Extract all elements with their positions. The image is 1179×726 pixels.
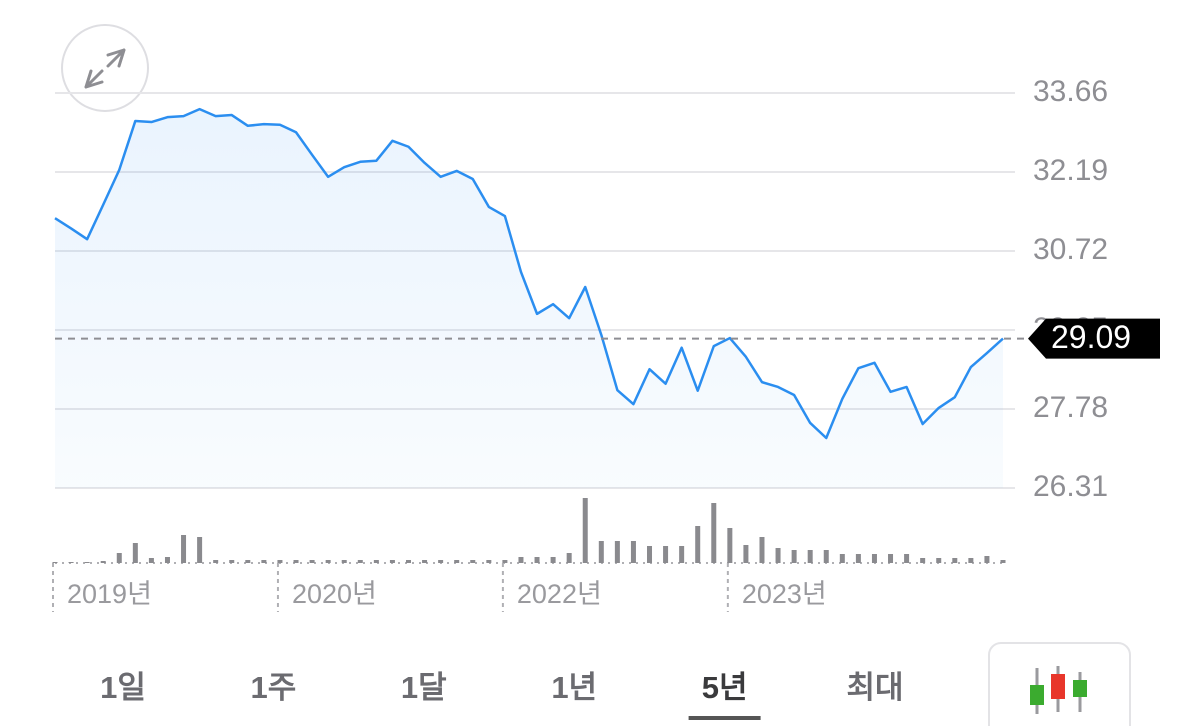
range-button[interactable]: 최대: [846, 670, 903, 705]
volume-bar: [711, 503, 717, 563]
volume-bar: [373, 560, 379, 563]
range-button[interactable]: 5년: [702, 670, 748, 705]
volume-bar: [389, 560, 395, 563]
volume-bar: [1000, 560, 1006, 563]
volume-bar: [598, 541, 604, 563]
y-tick-label: 26.31: [1033, 470, 1108, 503]
expand-button[interactable]: [61, 24, 149, 112]
volume-bar: [871, 554, 877, 563]
volume-bar: [936, 558, 942, 563]
volume-bar: [422, 560, 428, 563]
volume-bar: [904, 554, 910, 563]
current-value-badge: [1028, 318, 1160, 359]
volume-bar: [727, 528, 733, 563]
current-value-label: 29.09: [1051, 319, 1131, 355]
volume-bar: [566, 553, 572, 563]
y-tick-label: 30.72: [1033, 233, 1108, 266]
volume-bar: [518, 557, 524, 563]
volume-bar: [116, 553, 122, 563]
volume-bar: [920, 558, 926, 563]
volume-bar: [213, 560, 219, 563]
volume-bar: [679, 546, 685, 563]
y-tick-label: 33.66: [1033, 75, 1108, 108]
price-line: [54, 107, 1004, 440]
volume-bar: [148, 558, 154, 563]
range-button[interactable]: 1달: [401, 670, 447, 705]
volume-bar: [614, 541, 620, 563]
volume-bar: [229, 560, 235, 563]
range-button[interactable]: 1일: [100, 670, 146, 705]
volume-bar: [197, 537, 203, 563]
volume-bar: [791, 550, 797, 563]
volume-bar: [405, 560, 411, 563]
volume-bar: [888, 554, 894, 563]
volume-bar: [164, 557, 170, 563]
volume-bar: [630, 541, 636, 563]
volume-bar: [68, 562, 74, 563]
range-button[interactable]: 1년: [551, 670, 597, 705]
volume-bar: [695, 526, 701, 563]
volume-bar: [357, 560, 363, 563]
volume-bar: [132, 543, 138, 563]
candle-toggle[interactable]: [988, 642, 1131, 726]
volume-bar: [52, 562, 58, 563]
volume-bar: [823, 550, 829, 563]
x-tick-label: 2023년: [742, 579, 827, 609]
volume-bar: [341, 560, 347, 563]
volume-bar: [486, 560, 492, 563]
volume-bar: [454, 560, 460, 563]
volume-bar: [502, 560, 508, 563]
y-tick-label: 27.78: [1033, 391, 1108, 424]
volume-bar: [759, 537, 765, 563]
plot: 26.3127.7829.2530.7232.1933.6629.092019년…: [52, 75, 1160, 612]
volume-bar: [855, 554, 861, 563]
volume-bar: [952, 558, 958, 563]
volume-bar: [293, 560, 299, 563]
range-button[interactable]: 1주: [251, 670, 297, 705]
x-tick-label: 2020년: [292, 579, 377, 609]
volume-bar: [325, 560, 331, 563]
volume-bar: [181, 535, 187, 563]
volume-bar: [84, 562, 90, 563]
volume-bar: [550, 557, 556, 563]
volume-bar: [582, 498, 588, 563]
volume-bar: [663, 546, 669, 563]
range-buttons: 1일 1주 1달 1년 5년 최대: [100, 670, 904, 720]
volume-bar: [277, 560, 283, 563]
volume-bar: [807, 550, 813, 563]
x-tick-label: 2022년: [517, 579, 602, 609]
volume-bar: [743, 545, 749, 563]
volume-bar: [309, 560, 315, 563]
y-tick-label: 32.19: [1033, 154, 1108, 187]
volume-bar: [839, 554, 845, 563]
volume-bar: [470, 560, 476, 563]
volume-bar: [968, 558, 974, 563]
volume-bar: [245, 560, 251, 563]
volume-bar: [438, 560, 444, 563]
volume-bar: [100, 561, 106, 563]
volume-bar: [984, 556, 990, 563]
volume-bar: [534, 557, 540, 563]
volume-bar: [261, 560, 267, 563]
volume-bar: [775, 548, 781, 563]
area: [55, 109, 1003, 489]
x-tick-label: 2019년: [67, 579, 152, 609]
volume-bar: [647, 546, 653, 563]
selected-underline: [688, 716, 761, 720]
